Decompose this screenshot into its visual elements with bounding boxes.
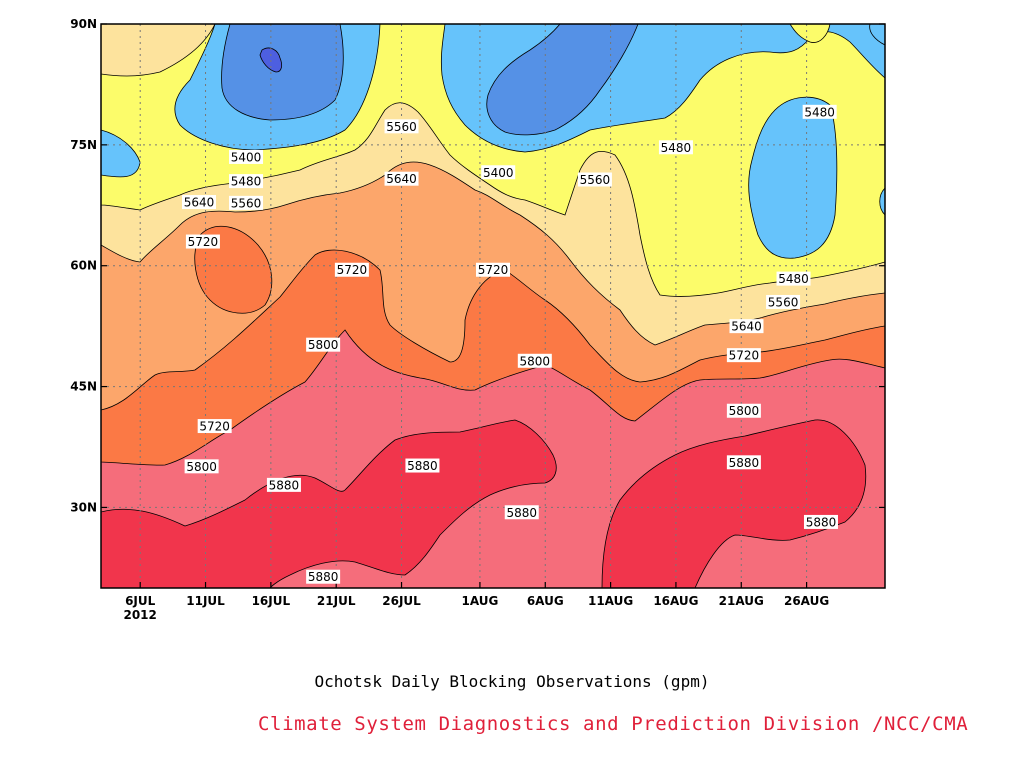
contour-label-box	[504, 505, 539, 520]
y-axis: 30N 45N 60N 75N 90N	[70, 17, 885, 514]
y-tick-label: 45N	[70, 380, 97, 394]
contour-label: 5720	[199, 420, 230, 434]
contour-label-box	[182, 195, 216, 210]
contour-label: 5560	[768, 295, 799, 309]
contour-label: 5880	[806, 515, 837, 529]
contour-label: 5800	[729, 404, 760, 418]
contour-label-box	[802, 104, 837, 119]
contour-label: 5720	[337, 263, 368, 277]
contour-label: 5560	[386, 120, 417, 134]
contour-label: 5880	[506, 506, 537, 520]
contour-label: 5400	[483, 166, 514, 180]
contour-label-box	[306, 569, 341, 584]
band-5400-5480-f	[869, 24, 885, 46]
contour-fill-layer	[101, 24, 885, 588]
contour-label: 5640	[386, 172, 417, 186]
y-tick-label: 60N	[70, 259, 97, 273]
x-tick-label: 11JUL	[186, 594, 225, 608]
contour-label: 5880	[269, 478, 300, 492]
credit-line: Climate System Diagnostics and Predictio…	[258, 713, 969, 735]
contour-label: 5560	[580, 173, 611, 187]
y-tick-label: 30N	[70, 500, 97, 514]
x-tick-label: 26AUG	[784, 594, 829, 608]
contour-label-box	[229, 149, 264, 164]
contour-label: 5480	[661, 141, 692, 155]
x-tick-sublabel: 2012	[123, 608, 156, 622]
x-tick-label: 6AUG	[527, 594, 564, 608]
contour-label-box	[658, 140, 693, 155]
contour-label: 5480	[231, 175, 262, 189]
contour-label: 5800	[186, 460, 217, 474]
contour-label-box	[384, 171, 419, 186]
contour-label-box	[229, 195, 264, 210]
x-tick-label: 11AUG	[588, 594, 633, 608]
x-tick-label: 16JUL	[252, 594, 291, 608]
contour-label-box	[481, 165, 516, 180]
y-tick-label: 90N	[70, 17, 97, 31]
contour-label: 5400	[231, 150, 262, 164]
contour-label: 5640	[184, 196, 215, 210]
chart-title: Ochotsk Daily Blocking Observations (gpm…	[314, 672, 710, 691]
grid-lines	[101, 24, 885, 588]
x-tick-label: 1AUG	[461, 594, 498, 608]
contour-label-box	[384, 119, 419, 134]
contour-label-box	[803, 514, 838, 529]
contour-label-box	[405, 458, 440, 473]
contour-label: 5640	[731, 320, 762, 334]
contour-label: 5880	[308, 570, 339, 584]
contour-label: 5480	[778, 272, 809, 286]
band-5320-5400-b	[486, 24, 639, 136]
contour-label-box	[729, 319, 764, 334]
x-tick-label: 16AUG	[653, 594, 698, 608]
contour-label-box	[577, 172, 612, 187]
contour-label: 5880	[729, 456, 760, 470]
contour-label-box	[476, 262, 510, 277]
contour-label-box	[726, 455, 761, 470]
contour-label: 5480	[804, 105, 835, 119]
contour-label: 5720	[478, 263, 509, 277]
contour-label: 5880	[407, 459, 438, 473]
contour-label: 5560	[231, 196, 262, 210]
x-tick-label: 21JUL	[317, 594, 356, 608]
contour-label-box	[197, 419, 232, 434]
band-above-5880-b	[601, 419, 867, 588]
contour-label-box	[184, 459, 219, 474]
contour-label: 5800	[308, 338, 339, 352]
contour-label-box	[726, 403, 761, 418]
contour-label: 5800	[520, 354, 551, 368]
x-tick-label: 26JUL	[382, 594, 421, 608]
contour-label: 5720	[188, 235, 219, 249]
contour-label-box	[266, 477, 301, 492]
x-tick-label: 6JUL	[125, 594, 156, 608]
contour-label: 5720	[729, 349, 760, 363]
contour-label-box	[306, 337, 341, 352]
contour-label-box	[766, 294, 801, 309]
band-5480-5560-topright	[789, 24, 831, 43]
contour-label-box	[726, 348, 761, 363]
contour-label-box	[185, 234, 220, 249]
plot-frame	[100, 23, 886, 589]
contour-label-box	[517, 353, 552, 368]
contour-label-box	[334, 262, 369, 277]
band-5320-5400-a	[221, 24, 344, 121]
x-tick-label: 21AUG	[719, 594, 764, 608]
contour-label-box	[229, 174, 264, 189]
band-5480-5560-corner	[101, 24, 216, 77]
contour-labels: 5400 5480 5560 5640 5720 5560 5640 5720 5800 5720…	[182, 104, 838, 584]
y-tick-label: 75N	[70, 138, 97, 152]
contour-label-box	[776, 271, 811, 286]
